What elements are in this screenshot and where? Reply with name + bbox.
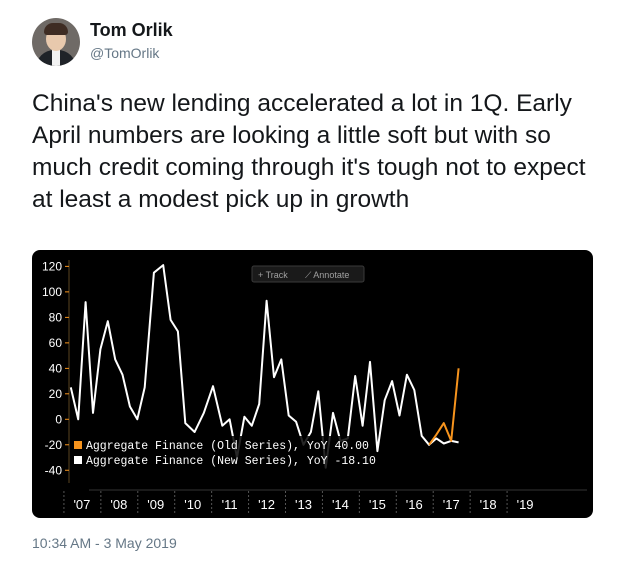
y-tick-label: 40: [49, 361, 63, 375]
x-tick-label: '14: [332, 497, 349, 512]
y-tick-label: 0: [55, 412, 62, 426]
tweet-timestamp[interactable]: 10:34 AM - 3 May 2019: [32, 535, 177, 551]
author-name[interactable]: Tom Orlik: [90, 20, 173, 40]
x-tick-label: '17: [443, 497, 460, 512]
x-tick-label: '13: [295, 497, 312, 512]
y-tick-label: 100: [42, 285, 62, 299]
avatar-shirt: [52, 50, 60, 66]
avatar[interactable]: [32, 18, 80, 66]
y-tick-label: -40: [45, 463, 63, 477]
legend-box: [70, 436, 360, 470]
y-tick-label: 20: [49, 387, 63, 401]
aggregate-finance-chart: 120 100 80 60 40 20 0 -20 -40 '07 '08 '09 '10 '11 '12…: [42, 259, 587, 514]
y-tick-label: -20: [45, 438, 63, 452]
x-tick-label: '15: [369, 497, 386, 512]
tweet-text: China's new lending accelerated a lot in…: [32, 90, 586, 213]
avatar-hair: [44, 23, 68, 35]
x-tick-label: '09: [147, 497, 164, 512]
new-series-line: [69, 264, 459, 469]
x-tick-label: '10: [184, 497, 201, 512]
track-button[interactable]: + Track: [258, 270, 288, 280]
annotate-button[interactable]: ⟋ Annotate: [305, 270, 349, 280]
author-handle[interactable]: @TomOrlik: [90, 45, 160, 61]
y-tick-label: 80: [49, 310, 63, 324]
chart-image[interactable]: 120 100 80 60 40 20 0 -20 -40 '07 '08 '09 '10 '11 '12…: [32, 250, 593, 518]
legend-swatch: [74, 441, 82, 449]
legend-label: Aggregate Finance (New Series), YoY -18.…: [86, 455, 376, 468]
legend-label: Aggregate Finance (Old Series), YoY 40.0…: [86, 440, 369, 453]
x-tick-label: '12: [258, 497, 275, 512]
x-tick-label: '18: [480, 497, 497, 512]
x-tick-label: '19: [517, 497, 534, 512]
y-tick-label: 120: [42, 259, 62, 273]
x-tick-label: '11: [222, 497, 238, 512]
legend-swatch: [74, 456, 82, 464]
old-series-line: [428, 368, 460, 446]
x-tick-label: '16: [406, 497, 423, 512]
y-tick-label: 60: [49, 336, 63, 350]
chart-toolbar: [251, 265, 365, 283]
x-tick-label: '07: [73, 497, 90, 512]
x-tick-label: '08: [110, 497, 127, 512]
tweet-header: Tom Orlik @TomOrlik: [32, 14, 592, 70]
